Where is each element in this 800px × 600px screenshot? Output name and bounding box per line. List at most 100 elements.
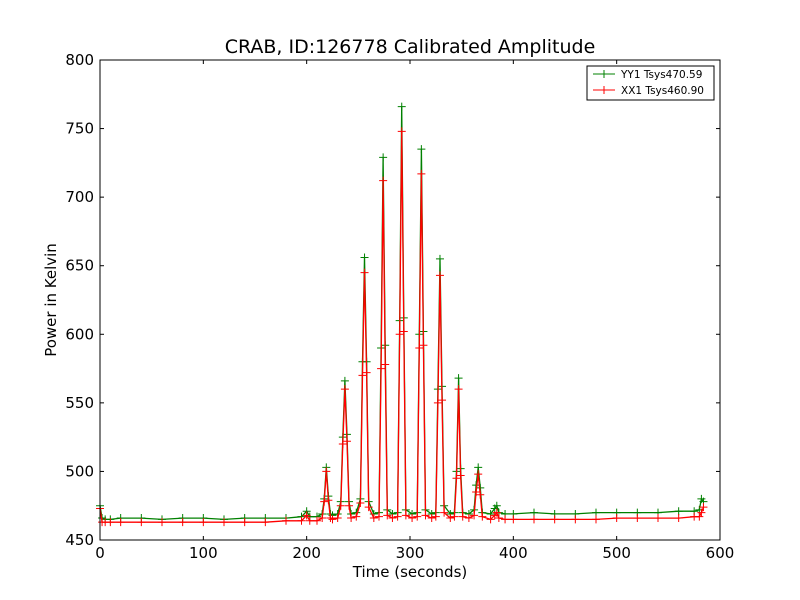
data-point: [220, 518, 228, 527]
data-point: [360, 253, 369, 262]
data-point: [326, 514, 335, 523]
data-point: [464, 514, 473, 523]
data-point: [401, 511, 410, 520]
data-point: [388, 514, 397, 523]
data-point: [297, 516, 306, 525]
y-tick-label: 750: [65, 120, 94, 138]
data-point: [399, 327, 408, 336]
data-point: [397, 127, 406, 136]
data-point: [571, 515, 580, 524]
data-point: [397, 102, 406, 111]
legend-label-xx1: XX1 Tsys460.90: [621, 85, 704, 97]
data-point: [395, 330, 404, 339]
data-point: [282, 516, 290, 525]
data-point: [421, 511, 430, 520]
x-tick-label: 300: [396, 544, 425, 562]
data-point: [379, 153, 388, 162]
data-point: [446, 514, 455, 523]
data-point: [413, 512, 422, 521]
data-point: [333, 514, 342, 523]
data-point: [318, 514, 327, 523]
x-tick-label: 400: [499, 544, 528, 562]
data-point: [633, 514, 642, 523]
data-point: [458, 512, 467, 521]
y-axis-title: Power in Kelvin: [42, 243, 60, 357]
data-point: [377, 364, 386, 373]
data-point: [322, 467, 331, 476]
data-point: [592, 515, 600, 524]
data-point: [530, 515, 538, 524]
x-tick-label: 100: [189, 544, 218, 562]
y-tick-label: 800: [65, 51, 94, 69]
data-point: [415, 344, 424, 352]
data-point: [431, 512, 440, 521]
data-point: [440, 508, 449, 517]
data-point: [261, 518, 270, 527]
data-point: [320, 497, 329, 506]
data-point: [381, 360, 390, 369]
data-point: [509, 515, 518, 524]
data-point: [435, 254, 444, 263]
data-point: [654, 514, 662, 523]
data-point: [340, 385, 349, 394]
data-point: [375, 512, 383, 521]
chart-title: CRAB, ID:126778 Calibrated Amplitude: [225, 36, 596, 58]
data-point: [501, 515, 510, 524]
data-point: [417, 169, 426, 178]
series-1: [96, 127, 708, 527]
data-point: [302, 511, 311, 520]
data-point: [419, 341, 428, 350]
y-tick-label: 650: [65, 257, 94, 275]
data-point: [417, 145, 426, 154]
data-point: [474, 470, 483, 479]
data-point: [550, 515, 559, 524]
data-point: [116, 518, 125, 527]
data-point: [342, 437, 351, 446]
data-point: [494, 514, 503, 523]
data-point: [470, 511, 479, 520]
y-tick-label: 450: [65, 531, 94, 549]
legend-entry-yy1: YY1 Tsys470.59: [593, 69, 702, 81]
data-point: [338, 440, 347, 448]
data-point: [347, 514, 356, 523]
data-point: [438, 396, 447, 405]
data-point: [369, 514, 378, 523]
data-point: [486, 515, 495, 524]
data-point: [240, 518, 249, 527]
legend: YY1 Tsys470.59 XX1 Tsys460.90: [586, 65, 715, 101]
series-layer: [96, 102, 708, 527]
data-point: [450, 512, 459, 521]
data-point: [433, 398, 442, 407]
data-point: [352, 512, 361, 521]
x-tick-label: 200: [292, 544, 321, 562]
data-point: [379, 176, 388, 185]
y-tick-label: 550: [65, 394, 94, 412]
data-point: [612, 514, 621, 523]
data-point: [592, 508, 600, 517]
data-point: [454, 374, 463, 383]
x-tick-label: 600: [706, 544, 735, 562]
data-point: [435, 271, 444, 280]
data-point: [472, 488, 481, 496]
x-tick-label: 0: [95, 544, 105, 562]
data-point: [364, 503, 373, 512]
data-point: [362, 368, 371, 377]
y-tick-label: 700: [65, 188, 94, 206]
data-point: [360, 268, 369, 277]
data-point: [478, 512, 487, 521]
data-point: [199, 518, 208, 527]
data-point: [328, 515, 337, 524]
data-point: [474, 463, 483, 472]
data-point: [340, 376, 349, 385]
data-point: [492, 508, 501, 517]
data-point: [393, 512, 402, 521]
legend-marker-xx1: [600, 86, 608, 94]
data-point: [324, 496, 333, 505]
data-point: [492, 501, 501, 510]
data-point: [305, 516, 314, 525]
data-point: [336, 501, 345, 510]
data-point: [452, 474, 461, 483]
data-point: [530, 508, 538, 517]
legend-label-yy1: YY1 Tsys470.59: [620, 69, 702, 81]
